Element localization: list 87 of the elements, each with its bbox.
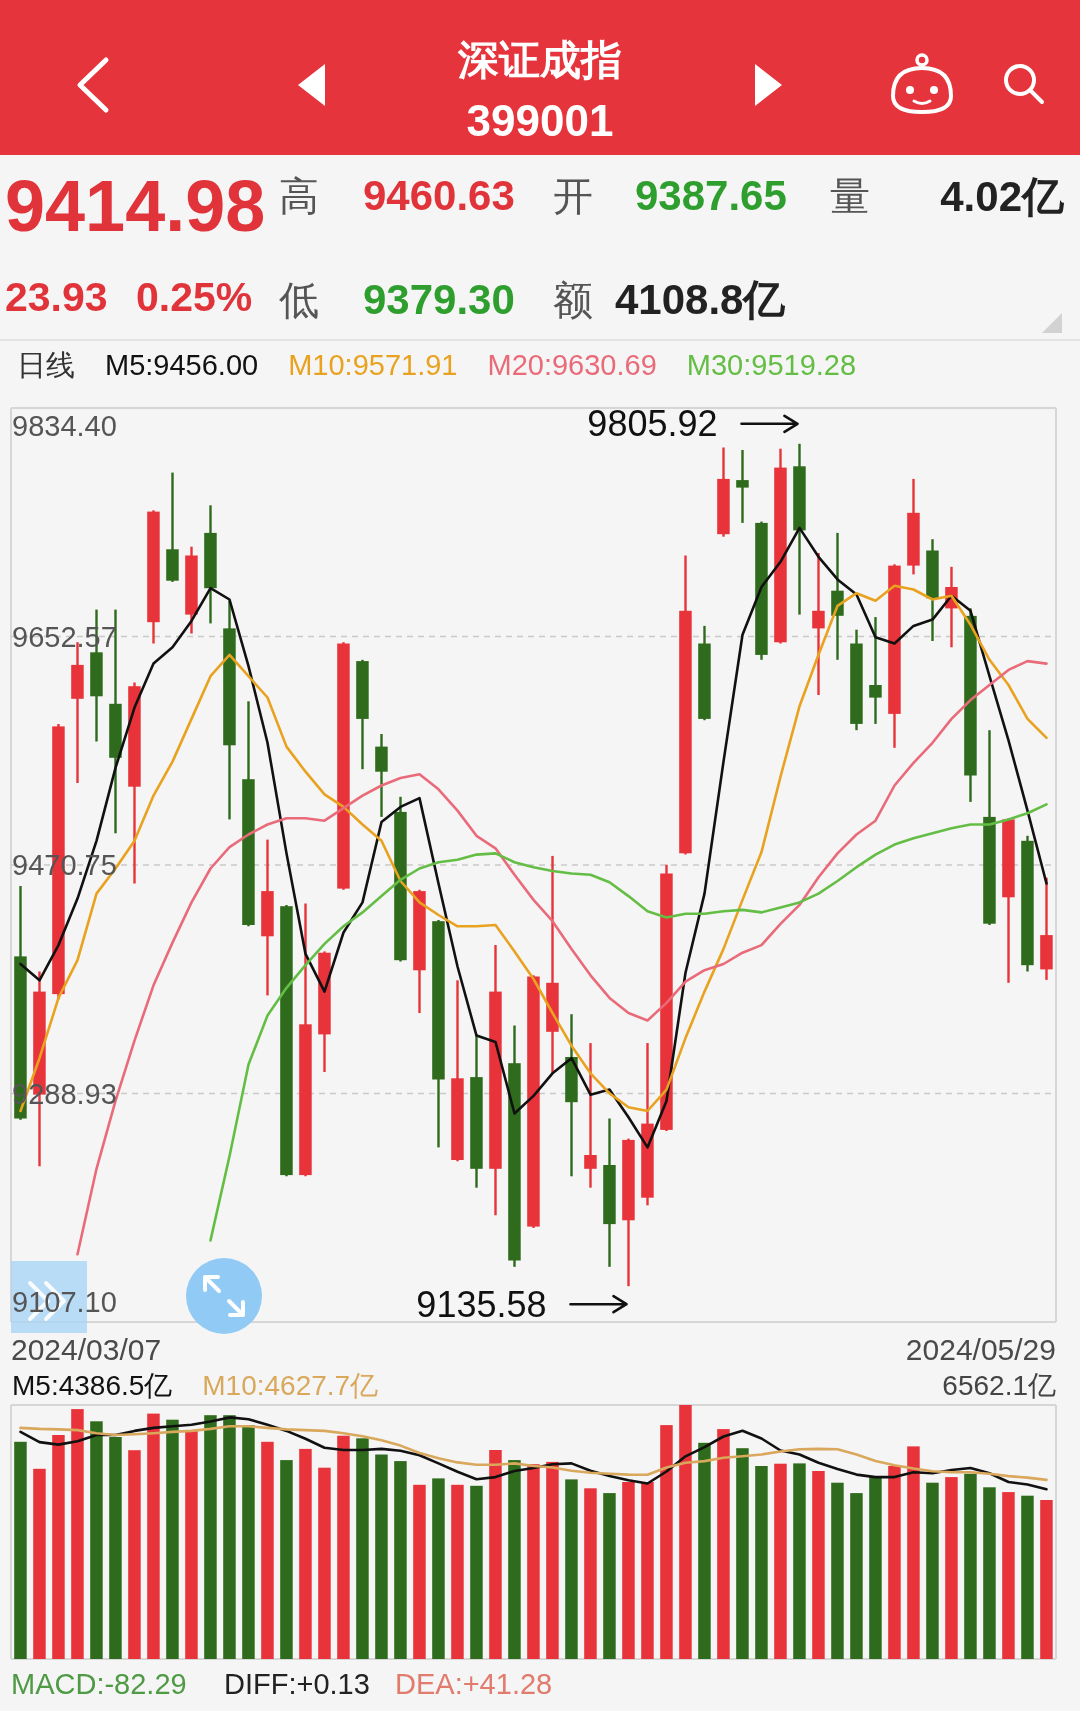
text: 2024/03/07 — [11, 1333, 162, 1366]
bar — [584, 1488, 597, 1659]
text: 9387.65 — [635, 172, 787, 219]
text: 9460.63 — [363, 172, 515, 219]
bar — [888, 1466, 901, 1659]
bar — [90, 1421, 103, 1659]
bar — [489, 1450, 502, 1659]
bar — [280, 1460, 293, 1659]
bar — [964, 1473, 977, 1659]
bar — [14, 1441, 27, 1659]
bar — [109, 1437, 122, 1659]
text: 399001 — [466, 96, 614, 145]
bar — [451, 1484, 464, 1659]
bar — [850, 1493, 863, 1659]
text: 量 — [830, 174, 870, 218]
bar — [1002, 1492, 1015, 1659]
bar — [261, 1441, 274, 1659]
series-label: M10:4627.7亿 — [202, 1370, 379, 1401]
bar — [774, 1463, 787, 1659]
bar — [52, 1435, 65, 1659]
bar — [1040, 1500, 1053, 1659]
bar — [755, 1466, 768, 1659]
bar — [242, 1425, 255, 1659]
text: 深证成指 — [457, 37, 622, 83]
text: M5:9456.00 — [105, 349, 259, 381]
bar — [793, 1463, 806, 1659]
bar — [565, 1479, 578, 1659]
bar — [641, 1482, 654, 1659]
bar — [698, 1442, 711, 1659]
bar — [717, 1429, 730, 1659]
annotation: 9805.92 — [587, 403, 718, 445]
bar — [185, 1430, 198, 1659]
bar — [318, 1467, 331, 1659]
bar — [812, 1471, 825, 1659]
bar — [71, 1409, 84, 1659]
bar — [983, 1487, 996, 1659]
bar — [204, 1415, 217, 1659]
bar — [869, 1477, 882, 1659]
text: 4108.8亿 — [615, 276, 787, 323]
bar — [299, 1448, 312, 1659]
bar — [356, 1438, 369, 1659]
series-label: M5:4386.5亿 — [12, 1370, 173, 1401]
text: 日线 — [17, 349, 75, 381]
bar — [508, 1460, 521, 1659]
text: 6562.1亿 — [942, 1370, 1056, 1401]
text: 2024/05/29 — [905, 1333, 1056, 1366]
text: M30:9519.28 — [686, 349, 857, 381]
bar — [33, 1468, 46, 1659]
bar — [603, 1493, 616, 1659]
bar — [926, 1482, 939, 1659]
text: 额 — [553, 278, 593, 322]
bar — [679, 1405, 692, 1659]
bar — [470, 1485, 483, 1659]
bar — [736, 1448, 749, 1659]
text: 23.93 — [5, 274, 108, 320]
text: DEA:+41.28 — [395, 1668, 553, 1700]
bar — [147, 1413, 160, 1659]
text: 开 — [553, 174, 593, 218]
bar — [128, 1450, 141, 1659]
y-tick-label: 9107.10 — [12, 1286, 117, 1318]
text: 0.25% — [136, 274, 253, 320]
bar — [660, 1425, 673, 1659]
bar — [394, 1461, 407, 1659]
y-tick-label: 9834.40 — [12, 410, 117, 442]
bar — [546, 1461, 559, 1659]
text: 9414.98 — [5, 166, 266, 246]
bar — [907, 1446, 920, 1659]
bar — [166, 1419, 179, 1659]
text: M10:9571.91 — [288, 349, 458, 381]
bar — [432, 1478, 445, 1659]
text: 9379.30 — [363, 276, 515, 323]
annotation: 9135.58 — [416, 1283, 547, 1325]
bar — [831, 1482, 844, 1659]
text: 高 — [279, 174, 319, 218]
bar — [1021, 1495, 1034, 1659]
text: MACD:-82.29 — [11, 1668, 187, 1700]
bar — [527, 1464, 540, 1659]
bar — [945, 1477, 958, 1659]
bar — [413, 1484, 426, 1659]
bar — [375, 1454, 388, 1659]
text: 4.02亿 — [940, 173, 1065, 220]
text: 低 — [279, 278, 319, 322]
bar — [337, 1435, 350, 1659]
text: M20:9630.69 — [487, 349, 657, 381]
bar — [223, 1415, 236, 1659]
text: DIFF:+0.13 — [224, 1668, 370, 1700]
bar — [622, 1482, 635, 1659]
